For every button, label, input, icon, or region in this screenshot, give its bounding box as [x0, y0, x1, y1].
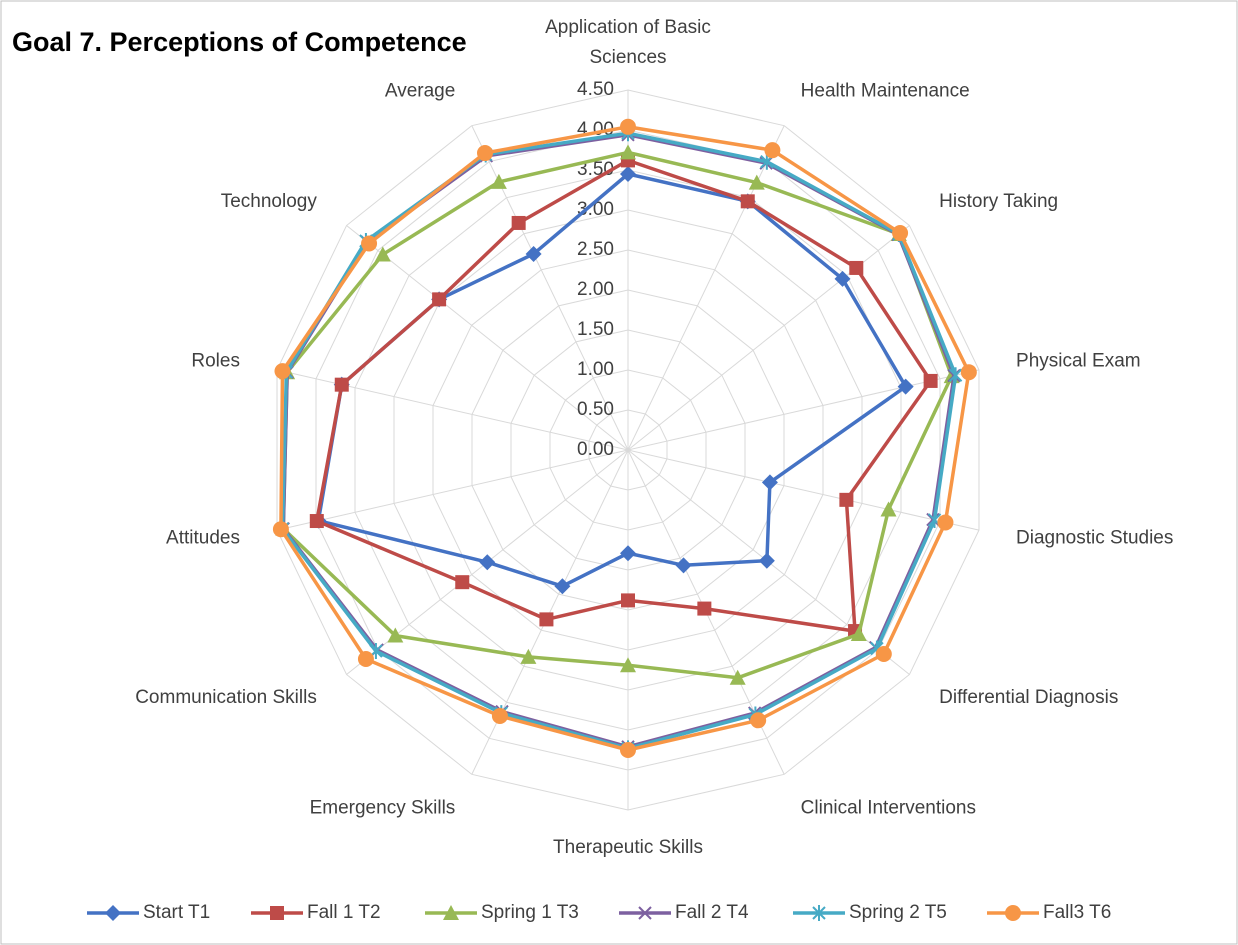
marker [675, 557, 692, 574]
category-label: Clinical Interventions [801, 798, 976, 819]
marker [758, 552, 775, 569]
marker [270, 906, 284, 920]
marker [697, 601, 712, 616]
y-tick-label: 2.00 [577, 279, 614, 300]
marker [479, 554, 496, 571]
y-tick-label: 2.50 [577, 239, 614, 260]
legend-label: Spring 1 T3 [481, 902, 579, 923]
legend-label: Fall 1 T2 [307, 902, 381, 923]
marker [948, 367, 963, 384]
marker [361, 235, 378, 252]
marker [374, 246, 391, 262]
marker [764, 142, 781, 159]
marker [834, 270, 851, 287]
y-tick-label: 0.00 [577, 439, 614, 460]
marker [761, 474, 778, 491]
category-label: Diagnostic Studies [1016, 528, 1173, 549]
marker [620, 144, 636, 160]
marker [539, 612, 554, 627]
marker [490, 173, 507, 189]
y-tick-label: 0.50 [577, 399, 614, 420]
marker [491, 707, 508, 724]
spoke [346, 225, 629, 451]
marker [880, 501, 897, 517]
category-label: Therapeutic Skills [553, 837, 703, 858]
category-label: History Taking [939, 191, 1058, 212]
marker [309, 514, 324, 529]
marker [812, 905, 826, 921]
marker [357, 650, 374, 667]
marker [729, 669, 746, 685]
marker [274, 363, 291, 380]
marker [620, 545, 636, 562]
marker [554, 578, 571, 595]
marker [443, 905, 459, 920]
y-tick-label: 3.00 [577, 199, 614, 220]
marker [839, 492, 854, 507]
marker [620, 118, 636, 135]
marker [960, 364, 977, 381]
y-tick-label: 1.00 [577, 359, 614, 380]
marker [334, 377, 349, 392]
spoke [627, 369, 980, 451]
category-label: Emergency Skills [310, 798, 456, 819]
marker [432, 292, 447, 307]
marker [1005, 905, 1021, 921]
y-tick-label: 1.50 [577, 319, 614, 340]
marker [740, 194, 755, 209]
marker [387, 627, 404, 643]
category-label: Application of Basic Sciences [545, 17, 711, 68]
legend-label: Fall3 T6 [1043, 902, 1111, 923]
chart-title: Goal 7. Perceptions of Competence [12, 27, 467, 57]
marker [620, 166, 636, 182]
marker [748, 174, 765, 190]
category-label: Attitudes [166, 528, 240, 549]
category-label: Differential Diagnosis [939, 687, 1118, 708]
marker [850, 626, 867, 642]
y-tick-label: 4.50 [577, 79, 614, 100]
marker [849, 260, 864, 275]
spoke [627, 449, 980, 531]
legend-label: Fall 2 T4 [675, 902, 749, 923]
marker [105, 905, 121, 921]
marker [511, 215, 526, 230]
category-label: Communication Skills [135, 687, 317, 708]
marker [620, 657, 636, 673]
category-label: Roles [191, 350, 240, 371]
marker [476, 145, 493, 162]
marker [923, 373, 938, 388]
marker [620, 742, 636, 758]
marker [455, 575, 470, 590]
category-label: Technology [221, 191, 318, 212]
legend-label: Start T1 [143, 902, 210, 923]
marker [272, 521, 289, 538]
legend-label: Spring 2 T5 [849, 902, 947, 923]
marker [525, 245, 542, 262]
marker [937, 514, 954, 531]
category-label: Average [385, 80, 455, 101]
marker [897, 378, 914, 395]
marker [875, 646, 892, 663]
marker [520, 648, 537, 664]
marker [638, 906, 652, 920]
category-label: Physical Exam [1016, 350, 1141, 371]
category-label: Health Maintenance [801, 80, 970, 101]
spoke [276, 449, 629, 531]
marker [750, 712, 767, 729]
marker [621, 593, 635, 608]
marker [892, 225, 909, 242]
